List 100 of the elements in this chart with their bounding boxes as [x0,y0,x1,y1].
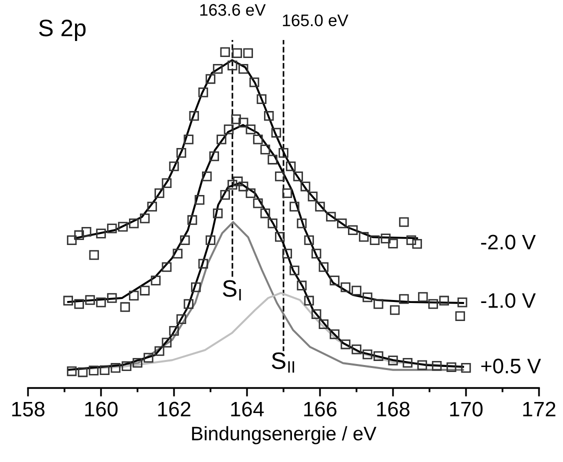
point [224,124,234,134]
series-label: -1.0 V [481,293,536,308]
point [380,234,391,244]
point [144,352,154,363]
point [417,360,428,370]
point [233,176,243,186]
point [260,208,270,218]
point [399,217,409,227]
point [132,358,142,368]
point [268,154,278,164]
point [184,134,194,144]
point [100,365,110,376]
point [232,48,242,58]
point [330,329,340,340]
point [390,305,400,315]
point [388,356,398,366]
point [202,172,212,182]
point [96,228,106,238]
point [212,64,223,74]
point [184,299,194,309]
point [249,77,260,88]
point [180,235,190,246]
x-tick-label: 166 [304,402,336,416]
point [274,232,285,242]
point [216,134,226,144]
point [457,297,468,308]
point [446,362,456,372]
point [154,346,164,356]
point [296,218,307,228]
point [228,60,238,70]
point [296,280,307,290]
x-tick-label: 160 [85,402,118,416]
point [308,192,318,202]
text: -2.0 V [481,234,536,250]
point [140,286,150,296]
point [311,309,322,319]
point [358,232,369,242]
point [330,276,340,286]
point [278,148,288,158]
series-label: +0.5 V [481,358,541,374]
point [362,292,372,302]
point [282,248,292,258]
x-tick-label: 168 [377,402,410,416]
point [290,266,300,276]
point [370,235,380,246]
point [300,182,310,192]
point [150,276,161,286]
point [455,311,466,321]
text: S 2p [39,20,86,42]
point [304,235,314,246]
point [374,351,384,361]
x-tick-label: 170 [450,402,483,416]
point [461,362,471,373]
point [352,286,362,296]
point [362,350,372,360]
point [169,161,179,172]
point [271,128,282,138]
point [206,235,216,246]
point [337,218,347,228]
point [85,295,95,305]
point [74,230,84,240]
x-axis-title: Bindungsenergie / eV [192,426,376,444]
point [194,195,204,205]
point [228,180,238,190]
point [89,250,99,260]
point [318,262,329,272]
point [315,202,325,212]
point [318,319,329,330]
annotation: S$_{I}$ [222,280,241,300]
point [122,361,132,372]
point [352,344,362,354]
point [107,224,117,234]
point [231,114,241,124]
x-tick-label: 162 [158,402,190,416]
point [340,339,350,350]
point [66,366,77,376]
point [246,124,256,134]
point [326,212,336,222]
point [253,198,263,208]
point [340,282,350,292]
point [209,151,220,162]
point [439,296,449,306]
point [311,248,322,258]
annotation: S$_{II}$ [272,352,294,373]
point [268,218,278,228]
point [238,118,248,128]
point [388,238,398,248]
point [63,296,74,306]
point [348,225,358,235]
x-tick-label: 164 [231,402,264,416]
point [428,299,438,309]
point [286,161,296,172]
point [260,144,270,154]
point [74,299,84,309]
point [147,202,157,212]
point [107,293,117,303]
point [176,314,186,324]
ref-line-label: 165.0 eV [282,14,348,26]
x-tick-label: 172 [523,402,556,416]
point [88,366,99,376]
